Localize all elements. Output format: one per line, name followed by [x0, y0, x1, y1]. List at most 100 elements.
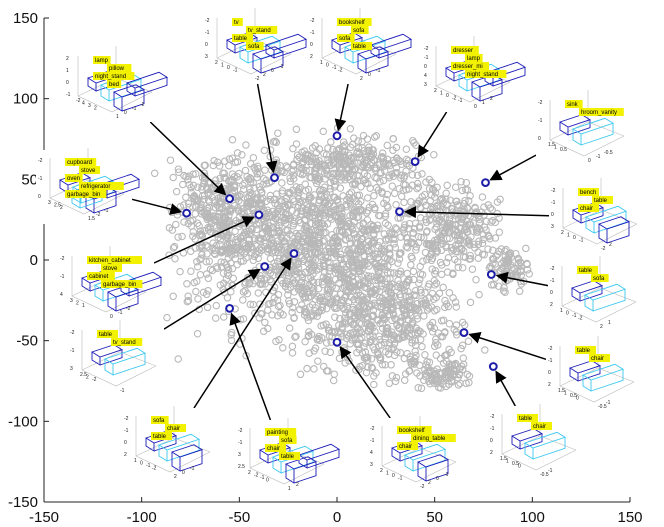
highlighted-point: [225, 304, 235, 313]
cloud-point: [388, 316, 396, 325]
object-box: [103, 347, 147, 376]
cloud-point: [473, 228, 481, 236]
object-label-bg: [65, 190, 107, 198]
cloud-point: [442, 189, 450, 198]
cloud-point: [360, 251, 368, 260]
cloud-point: [412, 324, 421, 333]
inset-axis-tick: -1: [550, 278, 555, 284]
pointer-arrow: [153, 216, 255, 264]
cloud-point: [376, 297, 384, 305]
cloud-point: [285, 324, 294, 332]
cloud-point: [366, 282, 375, 290]
cloud-point: [495, 228, 504, 236]
inset-axis-tick: 2: [124, 452, 127, 458]
cloud-point: [421, 351, 429, 359]
cloud-point: [328, 173, 336, 182]
cloud-point: [307, 219, 316, 228]
cloud-point: [364, 353, 372, 362]
inset-axis-tick: 0: [326, 63, 329, 69]
cloud-point: [254, 289, 263, 297]
cloud-point: [269, 138, 278, 146]
cloud-point: [432, 202, 441, 211]
cloud-point: [194, 295, 202, 303]
inset-axis-tick: 1: [608, 320, 611, 326]
cloud-point: [310, 204, 319, 213]
cloud-point: [323, 220, 332, 228]
cloud-point: [198, 173, 207, 182]
cloud-point: [387, 230, 396, 238]
cloud-point: [396, 270, 405, 278]
object-label: chair: [591, 356, 604, 362]
cloud-point: [197, 254, 205, 263]
cloud-point: [328, 155, 336, 164]
cloud-point: [256, 280, 265, 289]
pointer-arrow: [495, 370, 516, 407]
object-label-bg: [79, 182, 124, 190]
inset-axis-tick: -2: [238, 428, 243, 434]
inset-axis-tick: -2: [420, 484, 425, 490]
cloud-point: [456, 364, 464, 373]
cloud-point: [416, 214, 425, 222]
cloud-point: [356, 260, 364, 268]
cloud-point: [184, 219, 193, 228]
cloud-point: [406, 309, 414, 317]
cloud-point: [366, 332, 374, 341]
cloud-point: [379, 315, 387, 323]
cloud-point: [411, 347, 419, 356]
inset-axis-tick: 0: [551, 212, 554, 218]
cloud-point: [396, 249, 404, 257]
cloud-point: [480, 250, 489, 259]
cloud-point: [458, 230, 467, 239]
object-label: bookshelf: [339, 20, 365, 26]
cloud-point: [354, 267, 363, 276]
cloud-point: [516, 266, 525, 275]
inset-axis-tick: -2: [338, 68, 343, 74]
scene-inset: dresserlampdresser_minight_stand-2-10432…: [422, 36, 527, 112]
cloud-point: [353, 171, 361, 179]
cloud-point: [353, 177, 362, 185]
cloud-point: [357, 197, 365, 206]
cloud-point: [196, 270, 205, 279]
object-label-bg: [87, 256, 142, 264]
inset-axis-tick: -1: [120, 388, 125, 394]
inset-axis-tick: -1: [332, 65, 337, 71]
cloud-point: [416, 203, 424, 212]
cloud-point: [423, 368, 432, 376]
object-label-bg: [107, 80, 122, 88]
cloud-point: [413, 171, 422, 180]
inset-axis-tick: -1: [551, 200, 556, 206]
inset-axis-tick: 0.5: [512, 461, 519, 467]
cloud-point: [240, 249, 249, 258]
inset-axis-tick: 2: [428, 480, 431, 486]
object-label-bg: [265, 428, 297, 436]
inset-axis-tick: -1: [548, 358, 553, 364]
cloud-point: [301, 180, 309, 188]
cloud-point: [494, 250, 502, 258]
object-label-bg: [246, 42, 264, 50]
cloud-point: [432, 223, 441, 231]
inset-axes: [561, 256, 637, 323]
cloud-point: [289, 303, 297, 312]
object-label: table: [579, 268, 593, 274]
cloud-point: [474, 240, 483, 249]
cloud-point: [300, 286, 308, 295]
x-tick-label: 0: [333, 509, 341, 526]
inset-axis-tick: 0: [227, 65, 230, 71]
inset-axis-tick: 0: [446, 93, 449, 99]
inset-axis-tick: -1: [233, 68, 238, 74]
object-label: table: [234, 36, 248, 42]
cloud-point: [301, 222, 310, 230]
inset-axis-tick: 1: [554, 145, 557, 151]
cloud-point: [346, 239, 355, 248]
cloud-point: [472, 275, 480, 284]
cloud-point: [413, 179, 422, 188]
cloud-point: [202, 270, 211, 278]
cloud-point: [353, 340, 361, 349]
cloud-point: [351, 159, 359, 167]
object-box: [510, 428, 544, 450]
cloud-point: [458, 186, 467, 195]
cloud-point: [317, 334, 326, 342]
